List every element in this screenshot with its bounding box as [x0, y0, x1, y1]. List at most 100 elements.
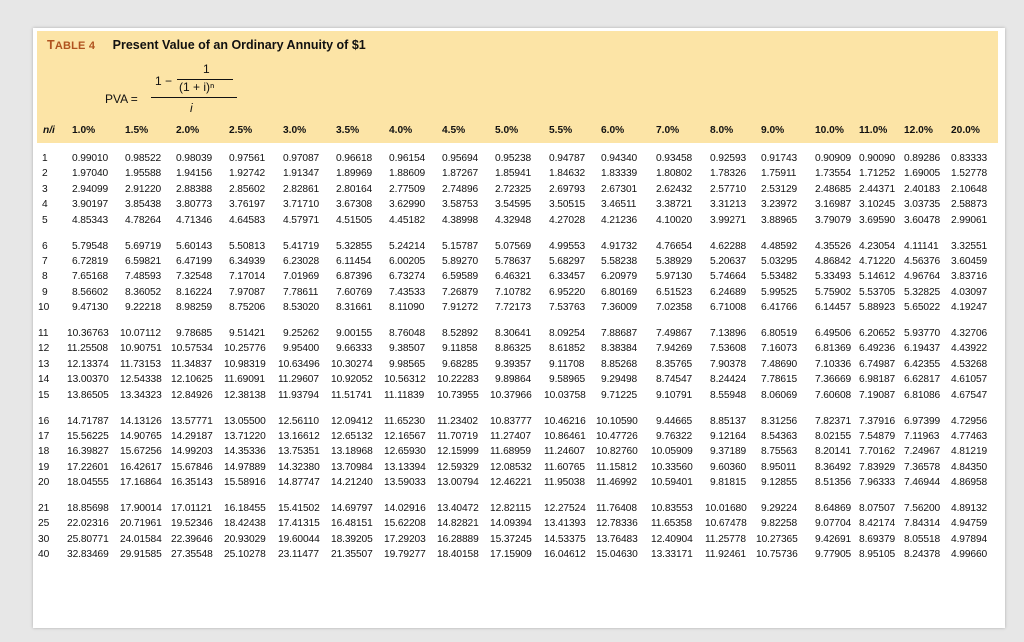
table-cell: 1.52778: [951, 168, 988, 180]
table-cell: 17.90014: [120, 503, 162, 514]
table-cell: 5.97130: [656, 271, 693, 283]
table-cell: 12.15999: [437, 446, 479, 458]
table-cell: 5.68297: [549, 255, 586, 267]
table-cell: 8.52892: [442, 328, 479, 339]
table-cell: 7.36669: [815, 374, 852, 386]
table-cell: 2.85602: [229, 183, 266, 195]
formula-denominator: i: [190, 101, 193, 115]
table-cell: 8.95011: [761, 461, 797, 473]
table-cell: 2.74896: [442, 183, 479, 195]
table-cell: 8.35765: [656, 358, 693, 370]
table-cell: 5.58238: [601, 255, 638, 267]
table-cell: 7.91272: [442, 302, 479, 314]
table-cell: 5.20637: [710, 255, 747, 267]
table-cell: 7.01969: [283, 271, 320, 283]
table-cell: 11.95038: [544, 477, 585, 489]
table-cell: 7.60608: [815, 389, 852, 401]
table-cell: 5.74664: [710, 271, 747, 283]
table-cell: 10.36763: [67, 328, 109, 339]
table-cell: 6.71008: [710, 302, 747, 314]
table-cell: 5.15787: [442, 240, 479, 252]
table-cell: 9.58965: [549, 374, 586, 386]
period-label: 17: [38, 430, 50, 442]
table-cell: 20.93029: [224, 533, 266, 545]
table-cell: 0.89286: [904, 153, 941, 164]
rate-header: 4.5%: [442, 125, 466, 136]
table-cell: 7.48593: [125, 271, 162, 283]
period-label: 8: [42, 271, 48, 283]
table-cell: 9.51421: [229, 328, 266, 339]
table-cell: 8.38384: [601, 343, 638, 355]
table-cell: 11.24607: [544, 446, 585, 458]
table-cell: 21.35507: [331, 549, 373, 561]
table-cell: 9.07704: [815, 518, 852, 530]
table-cell: 19.79277: [384, 549, 426, 561]
table-cell: 4.53268: [951, 358, 988, 370]
table-cell: 10.05909: [651, 446, 693, 458]
table-cell: 7.56200: [904, 503, 941, 514]
table-cell: 3.80773: [176, 199, 213, 211]
table-cell: 9.71225: [601, 389, 638, 401]
table-cell: 3.38721: [656, 199, 693, 211]
table-cell: 12.13374: [67, 358, 109, 370]
table-cell: 13.57771: [171, 415, 213, 427]
table-cell: 7.48690: [761, 358, 798, 370]
table-cell: 3.31213: [710, 199, 747, 211]
period-label: 15: [38, 389, 50, 401]
table-cell: 3.76197: [229, 199, 266, 211]
period-label: 4: [42, 199, 48, 211]
table-cell: 4.86842: [815, 255, 852, 267]
period-label: 30: [38, 533, 50, 545]
table-cell: 11.51741: [331, 389, 372, 401]
formula-numerator-inner: 1: [203, 62, 210, 76]
table-cell: 22.02316: [67, 518, 109, 530]
table-cell: 7.72173: [495, 302, 532, 314]
table-cell: 0.96618: [336, 153, 373, 164]
table-cell: 4.99660: [951, 549, 988, 561]
table-cell: 4.78264: [125, 214, 162, 226]
rate-header: 5.5%: [549, 125, 573, 136]
table-cell: 15.37245: [490, 533, 532, 545]
table-cell: 10.03758: [544, 389, 586, 401]
table-cell: 20.71961: [120, 518, 162, 530]
table-cell: 2.88388: [176, 183, 213, 195]
table-cell: 4.19247: [951, 302, 988, 314]
table-cell: 7.83929: [859, 461, 896, 473]
formula-denominator-inner: (1 + i)ⁿ: [179, 80, 215, 94]
table-cell: 7.32548: [176, 271, 213, 283]
table-cell: 9.37189: [710, 446, 747, 458]
table-cell: 15.58916: [224, 477, 266, 489]
table-cell: 8.06069: [761, 389, 798, 401]
table-cell: 7.43533: [389, 286, 426, 298]
table-cell: 1.95588: [125, 168, 162, 180]
table-cell: 23.11477: [278, 549, 319, 561]
table-cell: 14.90765: [120, 430, 162, 442]
table-cell: 6.20652: [859, 328, 896, 339]
table-cell: 3.88965: [761, 214, 798, 226]
table-cell: 19.52346: [171, 518, 213, 530]
table-cell: 7.96333: [859, 477, 896, 489]
table-cell: 9.11708: [549, 358, 585, 370]
table-cell: 8.36492: [815, 461, 852, 473]
table-cell: 5.69719: [125, 240, 162, 252]
table-cell: 13.13394: [384, 461, 426, 473]
table-cell: 11.69091: [224, 374, 265, 386]
table-cell: 4.71220: [859, 255, 896, 267]
table-cell: 7.70162: [859, 446, 896, 458]
table-cell: 13.18968: [331, 446, 373, 458]
table-cell: 7.16073: [761, 343, 798, 355]
table-cell: 14.35336: [224, 446, 266, 458]
table-cell: 4.57971: [283, 214, 320, 226]
table-cell: 7.60769: [336, 286, 373, 298]
table-cell: 17.16864: [120, 477, 162, 489]
period-label: 1: [42, 153, 48, 164]
table-cell: 2.10648: [951, 183, 988, 195]
table-cell: 3.69590: [859, 214, 896, 226]
rate-header: 4.0%: [389, 125, 413, 136]
table-cell: 12.16567: [384, 430, 426, 442]
table-cell: 6.98187: [859, 374, 896, 386]
table-cell: 24.01584: [120, 533, 162, 545]
table-cell: 7.54879: [859, 430, 896, 442]
table-cell: 4.61057: [951, 374, 988, 386]
table-cell: 16.42617: [120, 461, 162, 473]
